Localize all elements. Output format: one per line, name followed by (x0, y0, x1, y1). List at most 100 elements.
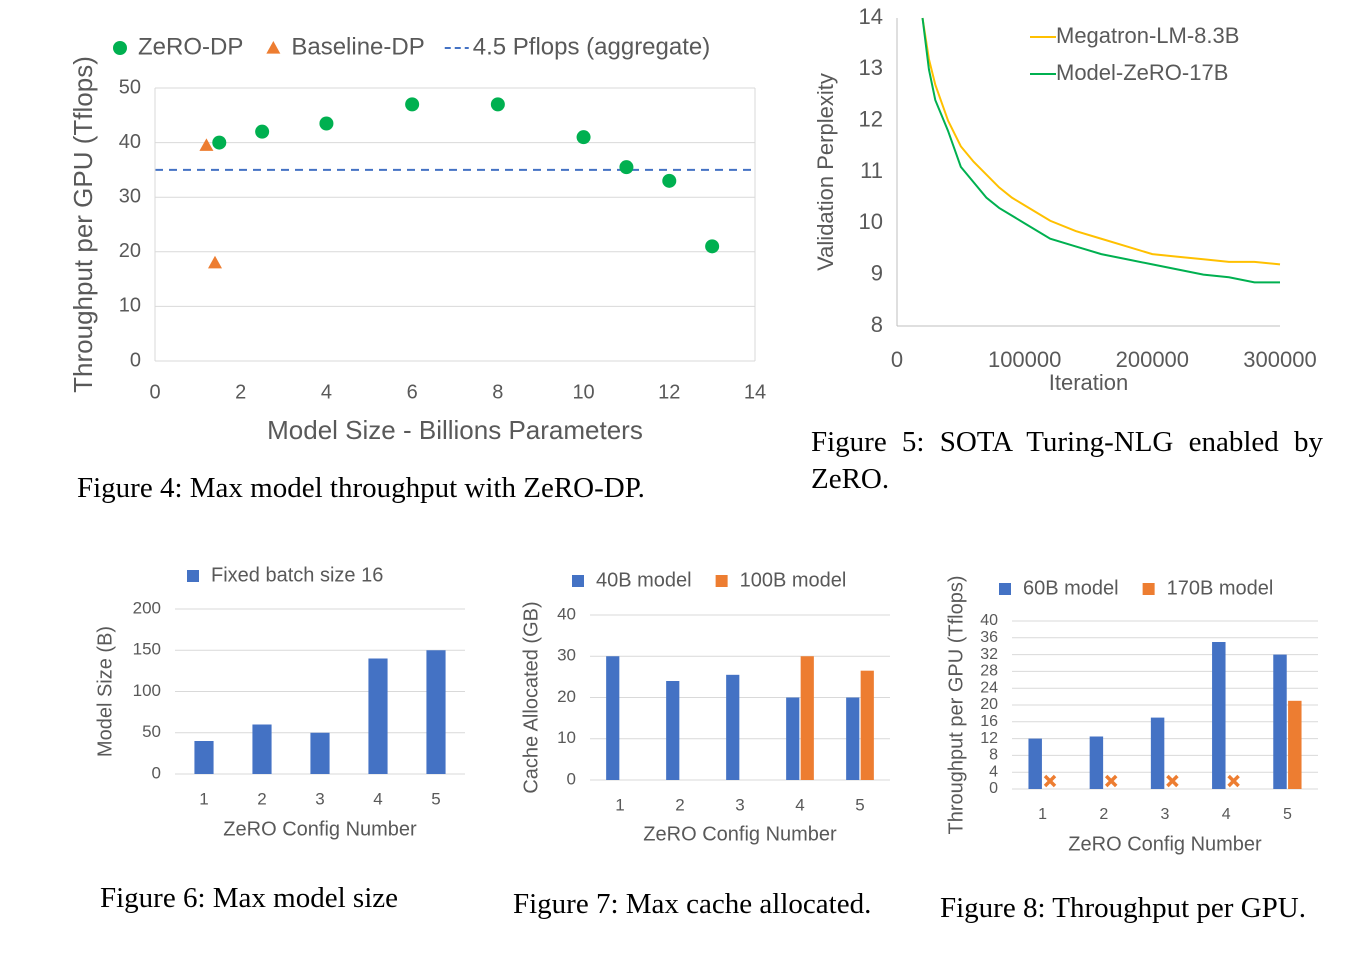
y-tick-label: 50 (142, 722, 161, 741)
y-tick-label: 20 (119, 240, 141, 262)
marker (405, 97, 420, 112)
x-tick-label: 3 (1161, 806, 1170, 823)
legend-label: ZeRO-DP (138, 33, 243, 60)
bar (1150, 717, 1165, 789)
missing-marker (1166, 774, 1179, 788)
y-tick-label: 0 (152, 763, 161, 782)
marker (490, 97, 505, 112)
y-axis-label: Cache Allocated (GB) (520, 601, 542, 793)
y-tick-label: 20 (557, 687, 576, 706)
bar (860, 670, 874, 780)
bar (846, 697, 860, 780)
legend-swatch (187, 570, 199, 582)
y-tick-label: 0 (130, 349, 141, 371)
x-tick-label: 1 (1038, 806, 1047, 823)
bar (1288, 700, 1302, 789)
y-tick-label: 100 (133, 681, 161, 700)
legend-label: Model-ZeRO-17B (1056, 60, 1228, 85)
legend-label: 60B model (1023, 577, 1119, 599)
legend-swatch (1142, 583, 1155, 595)
caption: Figure 7: Max cache allocated. (513, 888, 872, 920)
y-tick-label: 24 (980, 679, 998, 696)
legend-label: 170B model (1167, 577, 1274, 599)
y-tick-label: 8 (871, 312, 883, 337)
x-tick-label: 2 (1099, 806, 1108, 823)
marker (705, 239, 720, 254)
x-tick-label: 3 (735, 795, 744, 814)
bar (1089, 736, 1104, 789)
bar (368, 658, 388, 774)
y-axis-label: Throughput per GPU (Tflops) (945, 576, 967, 835)
marker (662, 173, 677, 188)
y-tick-label: 10 (859, 209, 883, 234)
marker (113, 41, 127, 55)
y-tick-label: 16 (980, 713, 998, 730)
y-tick-label: 28 (980, 663, 998, 680)
x-tick-label: 200000 (1116, 347, 1189, 372)
y-tick-label: 50 (119, 76, 141, 98)
line (921, 17, 1280, 284)
x-tick-label: 12 (658, 381, 680, 403)
x-tick-label: 10 (572, 381, 594, 403)
bar (194, 741, 214, 774)
y-axis-label: Model Size (B) (94, 626, 116, 757)
x-tick-label: 2 (257, 789, 266, 808)
legend-label: 4.5 Pflops (aggregate) (473, 33, 710, 60)
legend-swatch (715, 575, 728, 587)
marker (319, 116, 334, 131)
bar (1028, 738, 1042, 789)
y-tick-label: 30 (557, 646, 576, 665)
y-axis-label: Throughput per GPU (Tflops) (68, 56, 98, 393)
bar (1273, 654, 1287, 789)
y-tick-label: 40 (557, 604, 576, 623)
x-tick-label: 1 (199, 789, 208, 808)
y-tick-label: 4 (989, 763, 998, 780)
y-tick-label: 14 (859, 4, 883, 29)
missing-marker (1043, 774, 1057, 788)
caption: Figure 6: Max model size (100, 882, 399, 914)
x-tick-label: 4 (795, 795, 804, 814)
legend-swatch (572, 575, 584, 587)
x-axis-label: ZeRO Config Number (1068, 833, 1262, 855)
bar (800, 656, 814, 780)
caption: Figure 4: Max model throughput with ZeRO… (77, 472, 645, 504)
bar (1212, 642, 1226, 789)
x-tick-label: 2 (235, 381, 246, 403)
x-axis-label: Model Size - Billions Parameters (267, 415, 643, 445)
legend-label: Fixed batch size 16 (211, 564, 383, 586)
x-tick-label: 100000 (988, 347, 1061, 372)
y-tick-label: 8 (989, 747, 998, 764)
x-tick-label: 5 (431, 789, 440, 808)
x-tick-label: 8 (492, 381, 503, 403)
x-tick-label: 0 (149, 381, 160, 403)
legend-label: Baseline-DP (291, 33, 424, 60)
y-tick-label: 12 (859, 106, 883, 131)
x-axis-label: ZeRO Config Number (223, 818, 417, 840)
x-tick-label: 2 (675, 795, 684, 814)
caption: Figure 5: SOTA Turing-NLG enabled by ZeR… (811, 426, 1323, 495)
marker (212, 135, 227, 150)
y-tick-label: 20 (980, 696, 998, 713)
legend-label: Megatron-LM-8.3B (1056, 23, 1239, 48)
y-tick-label: 11 (860, 158, 883, 183)
marker (208, 255, 222, 269)
y-tick-label: 13 (859, 55, 883, 80)
missing-marker (1104, 774, 1118, 788)
y-tick-label: 10 (119, 295, 141, 317)
y-tick-label: 200 (133, 598, 161, 617)
x-tick-label: 4 (321, 381, 332, 403)
bar (426, 650, 446, 774)
bar (786, 697, 800, 780)
y-axis-label: Validation Perplexity (813, 73, 838, 271)
y-tick-label: 40 (980, 612, 998, 629)
y-tick-label: 0 (567, 769, 576, 788)
bar (726, 674, 740, 780)
x-tick-label: 0 (891, 347, 903, 372)
x-tick-label: 4 (1222, 806, 1231, 823)
bar (310, 732, 330, 774)
legend-label: 100B model (740, 569, 847, 591)
marker (576, 130, 591, 145)
bar (666, 681, 680, 780)
